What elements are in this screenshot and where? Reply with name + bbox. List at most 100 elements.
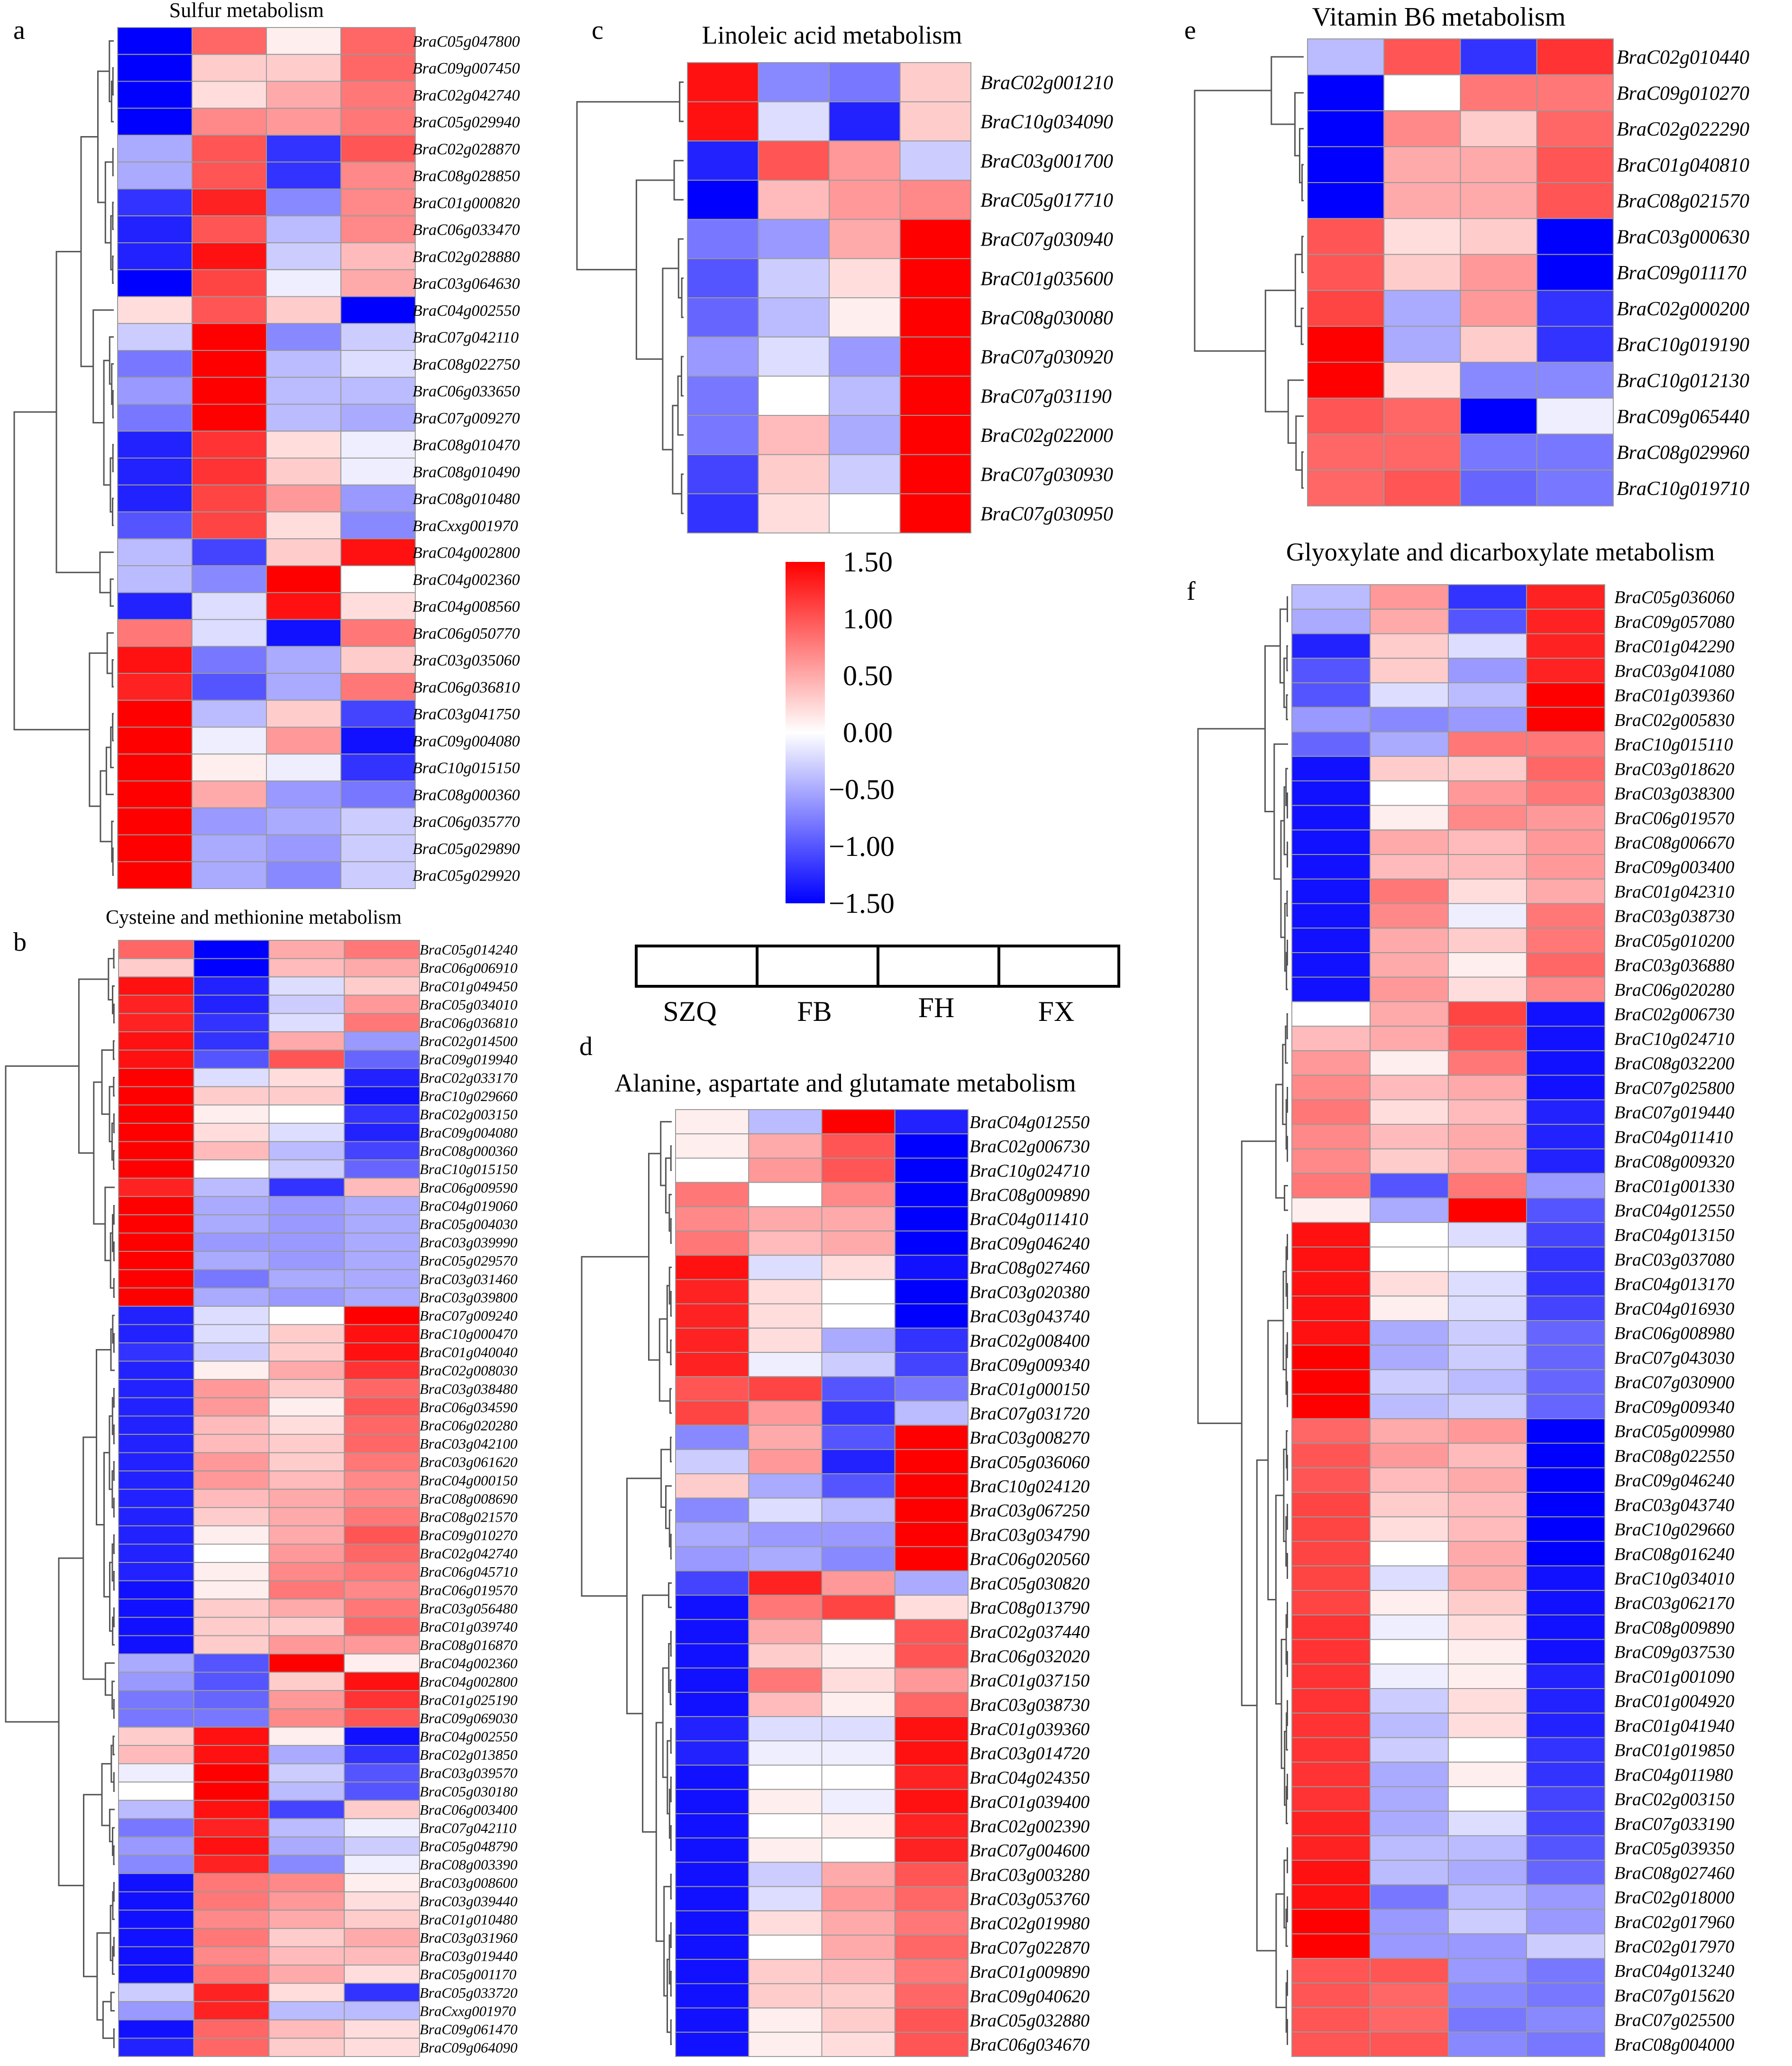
gene-label: BraC02g042740 [412,87,520,104]
panel-d-dendrogram [581,1121,672,2045]
heatmap-cell [268,1141,345,1161]
heatmap-cell [1448,1835,1527,1861]
heatmap-cell [748,1764,823,1790]
heatmap-cell [1291,1958,1371,1983]
heatmap-cell [1370,952,1449,978]
heatmap-cell [829,140,901,181]
heatmap-cell [117,458,192,486]
dendrogram-branch [112,847,114,876]
heatmap-cell [1307,38,1385,75]
heatmap-cell [1448,805,1527,831]
heatmap-cell [344,1433,420,1453]
dendrogram-branch [113,1607,115,1627]
heatmap-cell [748,1959,823,1984]
heatmap-cell [1526,1884,1605,1910]
heatmap-cell [821,1934,896,1960]
heatmap-cell [268,1342,345,1362]
heatmap-cell [192,726,267,755]
heatmap-cell [268,1214,345,1234]
heatmap-cell [675,1691,750,1717]
heatmap-cell [1370,1909,1449,1935]
heatmap-cell [894,1643,969,1669]
heatmap-cell [344,1690,420,1709]
heatmap-cell [340,511,416,540]
heatmap-cell [1291,1762,1371,1787]
heatmap-cell [344,1800,420,1819]
heatmap-cell [268,1251,345,1270]
heatmap-cell [193,1379,270,1398]
heatmap-cell [1526,633,1605,659]
heatmap-cell [1370,1148,1449,1174]
heatmap-cell [1291,1614,1371,1640]
heatmap-cell [748,1691,823,1717]
gene-label: BraC07g009240 [420,1307,518,1324]
heatmap-cell [675,1837,750,1863]
heatmap-cell [118,1269,194,1289]
gene-label: BraC09g057080 [1614,612,1734,632]
dendrogram-branch [668,1582,672,1608]
heatmap-cell [118,958,194,978]
gene-label: BraC07g042110 [420,1819,517,1836]
heatmap-cell [268,1965,345,1984]
gene-label: BraC04g002360 [412,571,520,588]
gene-label: BraC03g038730 [1614,907,1734,927]
heatmap-cell [193,1525,270,1545]
heatmap-cell [1370,903,1449,929]
heatmap-cell [192,861,267,889]
heatmap-cell [1370,1026,1449,1051]
gene-label: BraC06g033650 [412,383,520,400]
gene-label: BraC02g008400 [969,1331,1089,1351]
heatmap-cell [894,1595,969,1620]
heatmap-cell [192,834,267,863]
gene-label: BraC06g008980 [1614,1323,1734,1343]
heatmap-cell [117,807,192,836]
heatmap-cell [1448,1026,1527,1051]
heatmap-cell [193,1159,270,1179]
heatmap-cell [675,1910,750,1936]
heatmap-cell [1448,1074,1527,1101]
heatmap-cell [675,1279,750,1304]
heatmap-cell [675,1546,750,1571]
gene-label: BraC10g029660 [420,1088,518,1104]
heatmap-cell [899,336,971,377]
gene-label: BraC01g009890 [969,1962,1089,1982]
dendrogram-branch [113,1772,115,1792]
heatmap-cell [1370,878,1449,904]
heatmap-cell [1291,878,1371,904]
gene-label: BraC05g048790 [420,1838,518,1855]
gene-label: BraC01g039740 [420,1618,518,1635]
heatmap-cell [748,1400,823,1426]
gene-label: BraC08g021570 [1617,191,1749,212]
heatmap-cell [344,1928,420,1947]
heatmap-cell [192,215,267,243]
dendrogram-branch [112,713,114,742]
heatmap-cell [1448,1492,1527,1517]
heatmap-cell [1448,1958,1527,1983]
gene-label: BraC04g013170 [1614,1275,1734,1295]
gene-label: BraC10g000470 [420,1326,518,1342]
heatmap-cell [1536,110,1614,147]
heatmap-cell [899,62,971,102]
heatmap-cell [1370,1001,1449,1027]
gene-label: BraC01g025190 [420,1691,518,1708]
heatmap-cell [1291,1786,1371,1812]
heatmap-cell [344,1562,420,1581]
gene-label: BraC03g061620 [420,1454,518,1470]
gene-label: BraC01g001330 [1614,1176,1734,1196]
heatmap-cell [894,1157,969,1183]
heatmap-cell [1448,584,1527,610]
heatmap-cell [266,511,341,540]
heatmap-cell [748,1837,823,1863]
heatmap-cell [192,108,267,136]
dendrogram-branch [1286,1013,1288,1039]
dendrogram-branch [1287,1087,1288,1113]
heatmap-cell [1536,146,1614,184]
gene-label: BraC02g006730 [1614,1005,1734,1025]
heatmap-cell [118,1305,194,1325]
gene-label: BraC03g041750 [412,706,520,723]
heatmap-cell [193,1726,270,1746]
heatmap-cell [340,81,416,109]
dendrogram-branch [1287,1847,1288,1873]
heatmap-cell [193,1068,270,1087]
dendrogram-branch [113,1534,115,1554]
